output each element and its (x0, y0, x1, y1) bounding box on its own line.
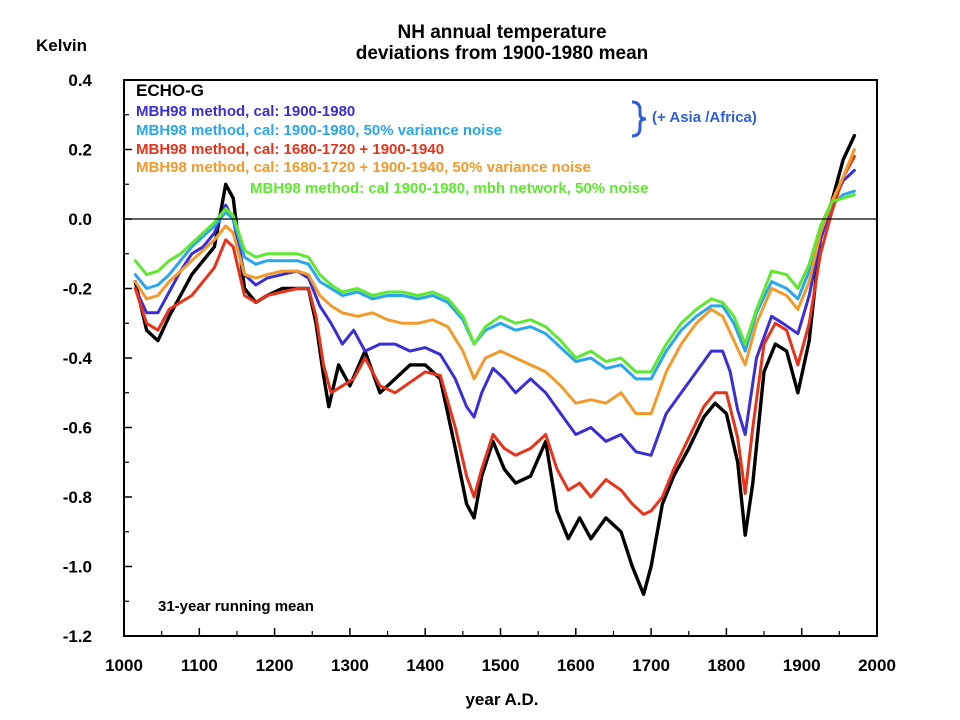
y-axis-ticks: 0.4 0.2 0.0 -0.2 -0.4 -0.6 -0.8 -1.0 -1.2 (63, 71, 132, 646)
y-tick-label: 0.0 (68, 210, 92, 229)
legend: ECHO-G MBH98 method, cal: 1900-1980 MBH98… (136, 81, 648, 197)
x-tick-label: 1800 (707, 656, 745, 675)
x-tick-label: 1300 (331, 656, 369, 675)
legend-header: ECHO-G (136, 81, 204, 100)
legend-entry: MBH98 method, cal: 1900-1980 (136, 103, 355, 120)
series-line-mbh-1900-1980 (133, 168, 856, 457)
y-axis-label: Kelvin (36, 36, 87, 55)
legend-entry: MBH98 method, cal: 1900-1980, 50% varian… (136, 122, 502, 139)
series-line-mbh-1680-1720-noise (133, 148, 856, 416)
x-tick-label: 1000 (105, 656, 143, 675)
y-tick-label: -0.4 (63, 349, 93, 368)
legend-entry: MBH98 method, cal: 1680-1720 + 1900-1940 (136, 141, 444, 158)
x-tick-label: 1500 (482, 656, 520, 675)
x-axis-ticks: 1000 1100 1200 1300 1400 1500 1600 1700 1800 1900… (105, 628, 896, 675)
x-tick-label: 1600 (557, 656, 595, 675)
y-tick-label: 0.4 (68, 71, 92, 90)
running-mean-note: 31-year running mean (158, 598, 314, 615)
y-tick-label: -0.8 (63, 488, 92, 507)
bracket-note: (+ Asia /Africa) (652, 109, 757, 126)
series-line-mbh-network (133, 193, 856, 374)
x-axis-label: year A.D. (465, 690, 538, 709)
legend-entry: MBH98 method, cal: 1680-1720 + 1900-1940… (136, 159, 591, 176)
bracket-group: (+ Asia /Africa) (631, 100, 757, 138)
x-tick-label: 1200 (256, 656, 294, 675)
x-tick-label: 1700 (632, 656, 670, 675)
y-tick-label: -1.0 (63, 558, 92, 577)
plot-frame (123, 79, 878, 637)
y-tick-label: -1.2 (63, 627, 92, 646)
series-line-echo-g (133, 133, 857, 596)
y-tick-label: -0.2 (63, 280, 92, 299)
curly-bracket (631, 100, 647, 138)
series-line-mbh-1680-1720 (133, 155, 856, 516)
chart-title-line2: deviations from 1900-1980 mean (356, 43, 649, 64)
y-tick-label: -0.6 (63, 419, 92, 438)
series-layer (133, 133, 857, 596)
x-tick-label: 1400 (406, 656, 444, 675)
y-tick-label: 0.2 (68, 141, 92, 160)
x-tick-label: 1900 (783, 656, 821, 675)
x-tick-label: 1100 (181, 656, 218, 675)
legend-entry: MBH98 method: cal 1900-1980, mbh network… (250, 180, 648, 197)
chart-title-line1: NH annual temperature (397, 22, 606, 43)
x-tick-label: 2000 (858, 656, 896, 675)
